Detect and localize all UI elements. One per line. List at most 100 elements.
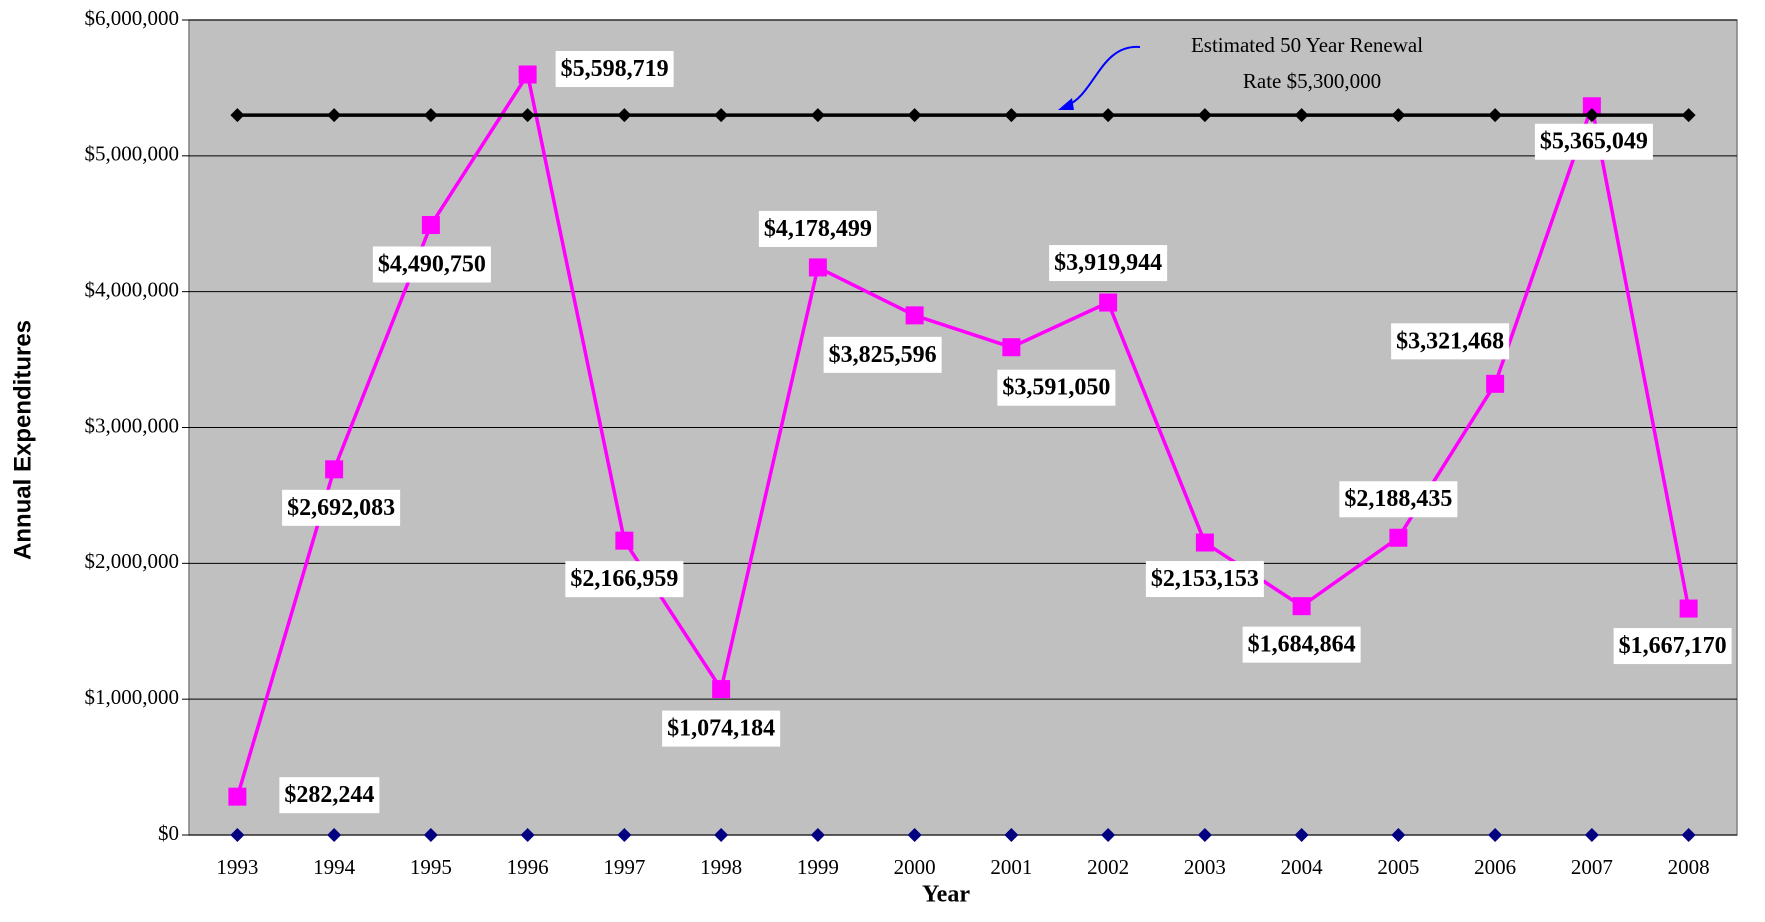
marker <box>1195 533 1214 552</box>
value-label: $2,692,083 <box>287 495 395 521</box>
marker <box>617 108 632 123</box>
marker <box>714 108 729 123</box>
y-tick-label: $2,000,000 <box>85 549 180 573</box>
value-label-box <box>823 336 942 373</box>
x-tick-label: 2003 <box>1184 855 1226 879</box>
annotation-arrowhead <box>1058 98 1074 110</box>
marker <box>1004 108 1019 123</box>
x-tick-label: 1995 <box>410 855 452 879</box>
value-label-box <box>555 51 674 88</box>
value-label-box <box>1145 561 1264 598</box>
marker <box>1389 528 1408 547</box>
marker <box>810 108 825 123</box>
value-label-box <box>279 777 380 814</box>
marker <box>230 828 245 842</box>
x-tick-label: 1999 <box>797 855 839 879</box>
value-label: $2,188,435 <box>1344 486 1452 512</box>
x-tick-label: 2005 <box>1377 855 1419 879</box>
y-axis-title: Annual Expenditures <box>9 320 36 560</box>
value-label: $5,598,719 <box>561 56 669 82</box>
value-label: $2,153,153 <box>1151 566 1259 592</box>
marker <box>1391 108 1406 123</box>
y-tick-label: $5,000,000 <box>85 142 180 166</box>
marker <box>1681 828 1696 842</box>
y-tick-label: $4,000,000 <box>85 277 180 301</box>
value-label-box <box>1242 626 1361 663</box>
marker <box>808 258 827 277</box>
marker <box>1197 828 1212 842</box>
marker <box>1002 338 1021 357</box>
value-label: $4,178,499 <box>764 216 872 242</box>
marker <box>1099 293 1118 312</box>
annotation: Estimated 50 Year Renewal <box>1191 33 1423 57</box>
y-tick-label: $1,000,000 <box>85 685 180 709</box>
y-tick-label: $6,000,000 <box>85 6 180 30</box>
marker <box>1101 108 1116 123</box>
x-tick-label: 2008 <box>1668 855 1710 879</box>
value-label: $282,244 <box>284 782 374 808</box>
value-label: $3,919,944 <box>1054 250 1162 276</box>
value-label-box <box>662 710 781 747</box>
marker <box>421 216 440 235</box>
x-tick-label: 1997 <box>603 855 645 879</box>
marker <box>1582 97 1601 116</box>
marker <box>325 460 344 479</box>
value-label-box <box>565 561 684 598</box>
marker <box>1488 828 1503 842</box>
marker <box>1101 828 1116 842</box>
marker <box>1391 828 1406 842</box>
value-label: $2,166,959 <box>570 566 678 592</box>
marker <box>1294 828 1309 842</box>
x-tick-label: 1998 <box>700 855 742 879</box>
x-tick-label: 2007 <box>1571 855 1613 879</box>
value-label-box <box>1049 245 1168 282</box>
marker <box>520 828 535 842</box>
marker <box>520 108 535 123</box>
value-label: $5,365,049 <box>1540 129 1648 155</box>
marker <box>1004 828 1019 842</box>
value-label: $1,074,184 <box>667 716 775 742</box>
marker <box>1681 108 1696 123</box>
x-tick-label: 1993 <box>216 855 258 879</box>
value-label-box <box>1391 323 1510 360</box>
marker <box>423 828 438 842</box>
y-tick-label: $0 <box>158 821 179 845</box>
marker <box>228 787 247 806</box>
series-line <box>235 69 1691 798</box>
value-label-box <box>997 369 1116 406</box>
value-label-box <box>758 210 877 247</box>
value-label: $1,684,864 <box>1248 632 1356 658</box>
marker <box>1486 374 1505 393</box>
value-label-box <box>372 246 491 283</box>
marker <box>617 828 632 842</box>
value-label: $3,825,596 <box>829 342 937 368</box>
value-label-box <box>1339 481 1458 518</box>
x-tick-label: 2002 <box>1087 855 1129 879</box>
value-label: $1,667,170 <box>1619 633 1727 659</box>
annotation-arrow <box>1065 45 1141 107</box>
marker <box>1292 597 1311 616</box>
marker <box>1488 108 1503 123</box>
x-tick-label: 2000 <box>894 855 936 879</box>
marker <box>518 65 537 84</box>
marker <box>907 828 922 842</box>
value-label: $4,490,750 <box>378 252 486 278</box>
marker <box>230 108 245 123</box>
marker <box>1584 828 1599 842</box>
marker <box>1584 108 1599 123</box>
x-tick-label: 1996 <box>507 855 549 879</box>
marker <box>615 531 634 550</box>
annotation: Rate $5,300,000 <box>1243 69 1381 93</box>
x-tick-label: 2004 <box>1281 855 1324 879</box>
x-tick-label: 2001 <box>990 855 1032 879</box>
marker <box>905 306 924 325</box>
value-label-box <box>282 489 401 526</box>
marker <box>907 108 922 123</box>
marker <box>1294 108 1309 123</box>
marker <box>1679 599 1698 618</box>
value-label-box <box>1613 628 1732 665</box>
marker <box>810 828 825 842</box>
x-tick-label: 2006 <box>1474 855 1516 879</box>
value-label-box <box>1534 123 1653 160</box>
